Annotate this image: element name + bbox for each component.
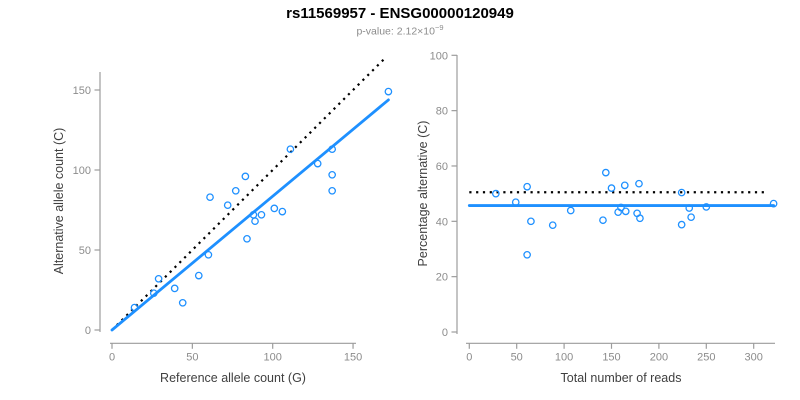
data-point	[677, 188, 686, 197]
y-tick-label: 0	[85, 325, 91, 337]
x-tick-label: 250	[697, 351, 715, 363]
data-point	[523, 250, 531, 259]
data-point	[614, 208, 622, 217]
y-tick-label: 20	[436, 272, 448, 284]
data-point	[170, 284, 179, 293]
data-point	[257, 210, 266, 219]
data-point	[548, 221, 557, 230]
x-axis-title: Reference allele count (G)	[160, 371, 306, 385]
data-point	[194, 271, 203, 280]
data-point	[328, 170, 337, 179]
x-tick-label: 100	[264, 351, 282, 363]
data-point	[621, 207, 630, 216]
x-tick-label: 150	[602, 351, 620, 363]
data-point	[607, 184, 616, 192]
data-point	[286, 145, 295, 154]
data-point	[620, 181, 629, 190]
data-point	[687, 213, 695, 222]
y-axis-title: Percentage alternative (C)	[416, 121, 430, 267]
data-point	[523, 182, 531, 191]
data-point	[511, 198, 520, 207]
y-axis-title: Alternative allele count (C)	[52, 128, 66, 275]
pvalue-base: 2.12×10	[396, 25, 435, 38]
data-point	[206, 193, 214, 202]
data-point	[328, 186, 337, 195]
data-point	[685, 204, 694, 212]
data-point	[601, 168, 610, 177]
page-title: rs11569957 - ENSG00000120949	[286, 5, 514, 22]
pvalue-label: p-value:	[356, 25, 397, 38]
x-tick-label: 0	[109, 351, 115, 363]
y-tick-label: 0	[442, 327, 448, 339]
data-point	[635, 179, 643, 188]
y-tick-label: 60	[436, 161, 448, 173]
data-point	[241, 172, 250, 181]
data-point	[491, 189, 500, 198]
x-axis-title: Total number of reads	[561, 371, 682, 385]
data-point	[636, 214, 644, 223]
y-tick-label: 100	[430, 50, 448, 62]
x-tick-label: 300	[745, 351, 763, 363]
data-point	[251, 217, 259, 226]
y-tick-label: 150	[73, 85, 91, 97]
data-point	[231, 186, 240, 195]
x-tick-label: 50	[186, 351, 198, 363]
data-point	[566, 206, 575, 215]
data-point	[384, 87, 393, 96]
data-point	[599, 216, 607, 225]
data-point	[270, 204, 279, 213]
y-tick-label: 80	[436, 106, 448, 118]
identity-line	[111, 57, 386, 331]
y-tick-label: 40	[436, 216, 448, 228]
data-point	[313, 159, 322, 168]
x-tick-label: 200	[650, 351, 668, 363]
data-point	[204, 250, 213, 259]
data-point	[328, 145, 337, 154]
x-tick-label: 100	[555, 351, 573, 363]
data-point	[702, 203, 711, 211]
data-point	[223, 201, 232, 210]
data-point	[130, 303, 139, 312]
data-point	[178, 298, 187, 307]
y-tick-label: 100	[73, 165, 91, 177]
data-point	[243, 234, 251, 243]
y-tick-label: 50	[79, 245, 91, 257]
data-point	[527, 217, 535, 226]
pvalue-exponent: −9	[434, 23, 444, 32]
data-point	[149, 289, 158, 298]
data-point	[677, 220, 686, 229]
x-tick-label: 150	[344, 351, 362, 363]
pvalue-subtitle: p-value: 2.12×10−9	[0, 23, 800, 38]
data-point	[278, 207, 287, 216]
x-tick-label: 50	[511, 351, 523, 363]
data-point	[769, 199, 778, 208]
x-tick-label: 0	[466, 351, 472, 363]
data-point	[154, 274, 163, 283]
